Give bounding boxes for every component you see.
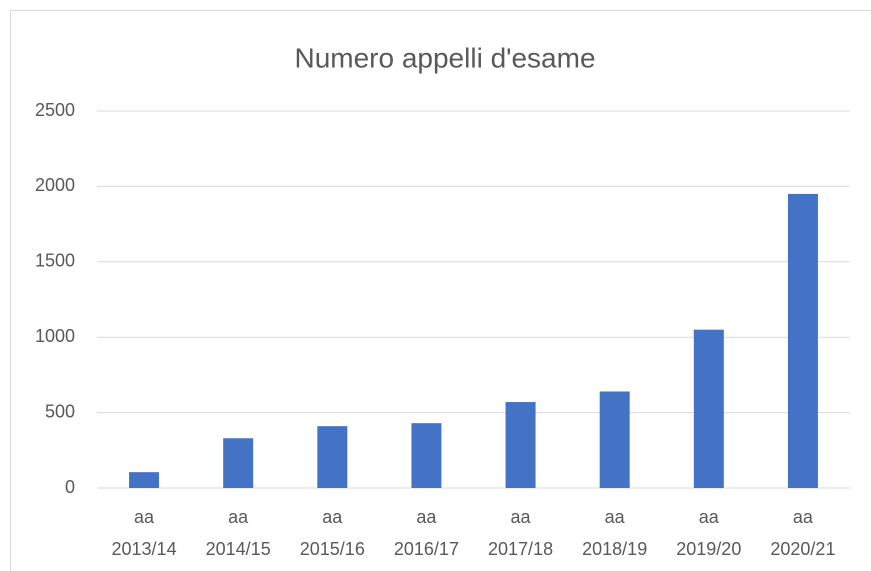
y-tick-label: 1000 [35, 326, 75, 346]
bar [505, 402, 536, 488]
bar [411, 423, 442, 488]
x-tick-label: aa 2015/16 [300, 507, 365, 559]
bar [223, 438, 254, 488]
bar [129, 472, 160, 488]
x-tick-label: aa 2019/20 [676, 507, 741, 559]
y-tick-label: 1500 [35, 251, 75, 271]
x-tick-label: aa 2016/17 [394, 507, 459, 559]
y-tick-label: 500 [45, 401, 75, 421]
bar [317, 426, 348, 488]
x-tick-label: aa 2018/19 [582, 507, 647, 559]
x-tick-label: aa 2020/21 [770, 507, 835, 559]
bar [787, 193, 818, 488]
chart-title: Numero appelli d'esame [294, 42, 595, 73]
x-tick-label: aa 2017/18 [488, 507, 553, 559]
y-tick-label: 2000 [35, 175, 75, 195]
y-tick-label: 2500 [35, 100, 75, 120]
bar [599, 391, 630, 488]
y-tick-label: 0 [65, 477, 75, 497]
bar [693, 329, 724, 488]
x-tick-label: aa 2013/14 [112, 507, 177, 559]
x-tick-label: aa 2014/15 [206, 507, 271, 559]
